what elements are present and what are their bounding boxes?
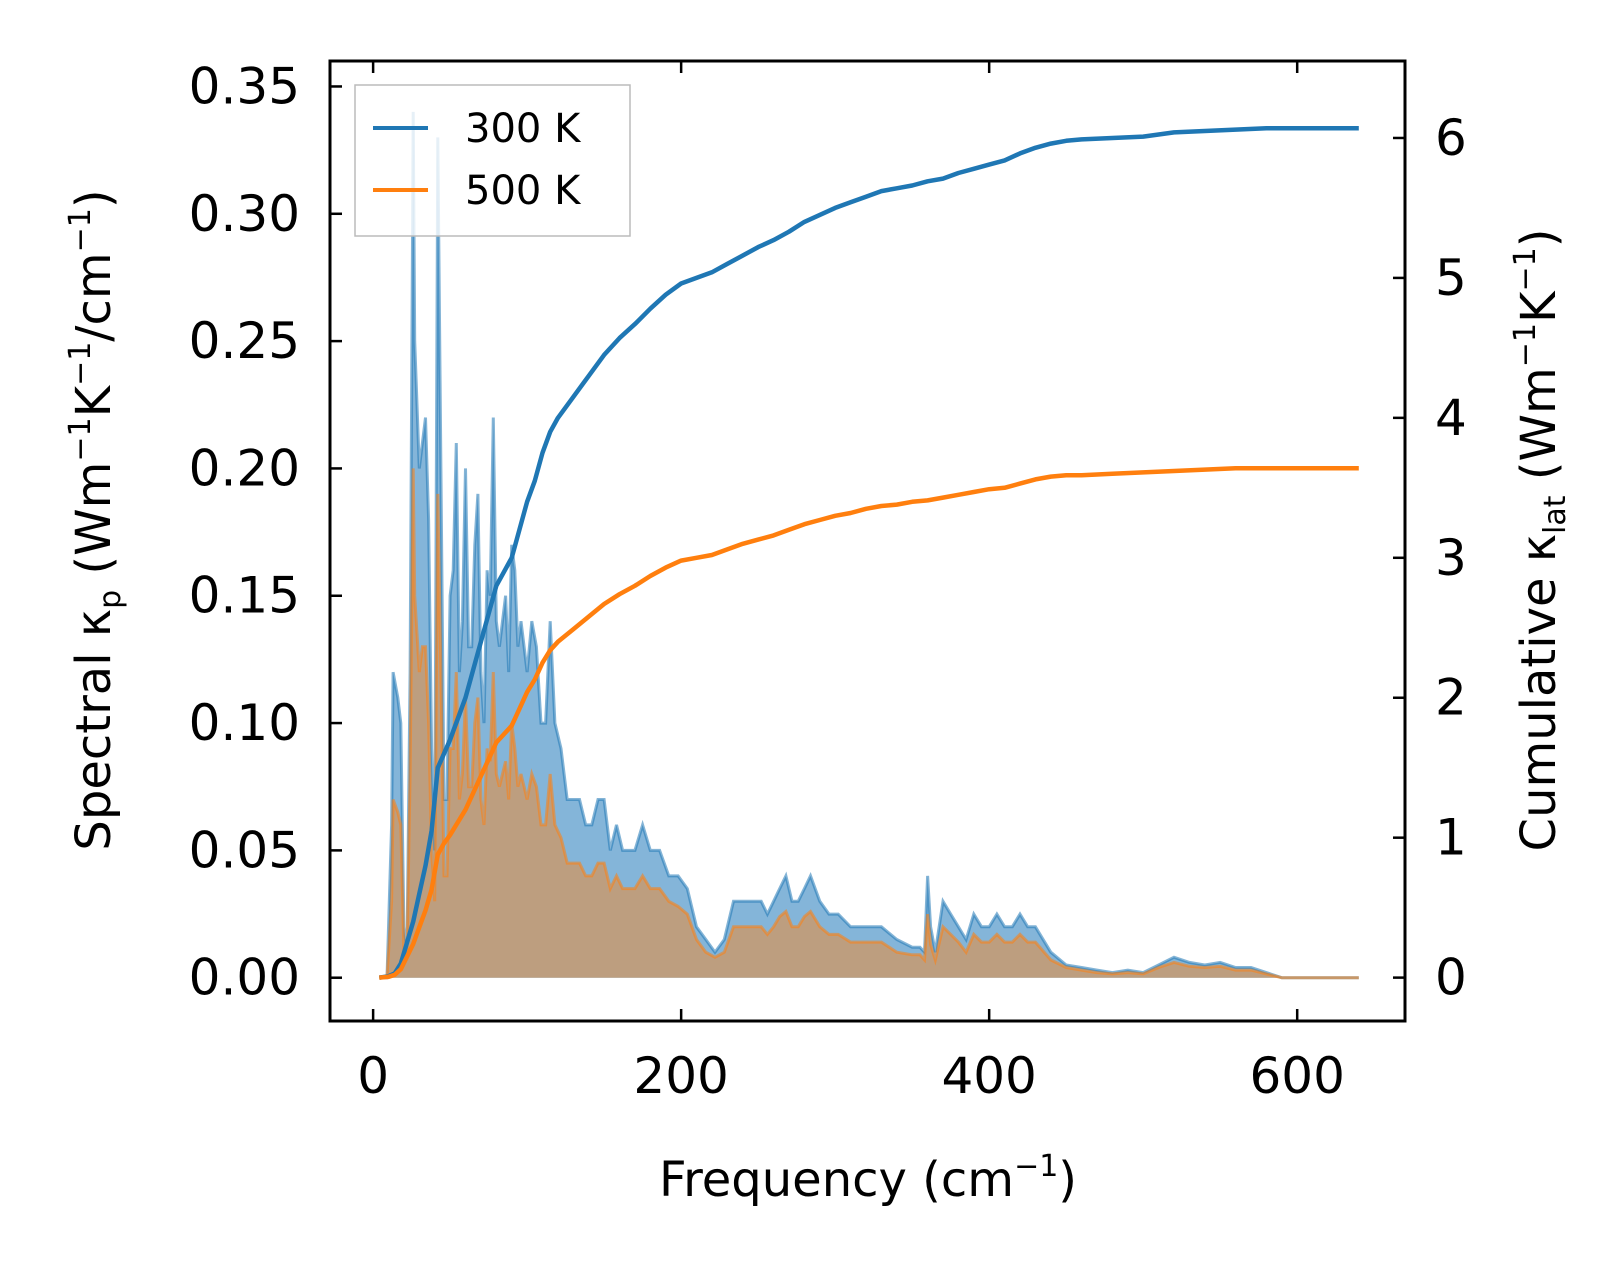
- y-left-tick-label: 0.10: [189, 694, 300, 752]
- x-tick-label: 0: [357, 1047, 389, 1105]
- y-left-tick-label: 0.25: [189, 312, 300, 370]
- y-right-tick-label: 5: [1435, 249, 1467, 307]
- y-left-tick-label: 0.20: [189, 439, 300, 497]
- y-left-tick-label: 0.00: [189, 949, 300, 1007]
- legend: 300 K 500 K: [354, 84, 631, 237]
- spectral-line-300k: [379, 111, 1359, 980]
- cumulative-line-500k: [379, 465, 1359, 980]
- x-tick-label: 200: [633, 1047, 728, 1105]
- y-right-tick-label: 2: [1435, 669, 1467, 727]
- y-left-tick-label: 0.05: [189, 821, 300, 879]
- y-right-tick-label: 1: [1435, 809, 1467, 867]
- y-axis-left-title: Spectral κp (Wm−1K−1/cm−1): [63, 189, 128, 850]
- y-right-tick-label: 3: [1435, 529, 1467, 587]
- cumulative-line-300k: [378, 125, 1359, 980]
- y-left-tick-label: 0.35: [189, 57, 300, 115]
- legend-frame: [354, 84, 631, 237]
- y-left-tick-label: 0.30: [189, 185, 300, 243]
- y-left-tick-label: 0.15: [189, 567, 300, 625]
- y-right-tick-label: 0: [1435, 949, 1467, 1007]
- y-right-tick-label: 6: [1435, 109, 1467, 167]
- legend-label-500k: 500 K: [465, 168, 582, 214]
- x-axis-title: Frequency (cm−1): [659, 1149, 1077, 1208]
- series-lines: [378, 125, 1359, 980]
- axis-ticks: 0 200 400 600 0.00 0.05 0.10 0.15 0.20 0.25 0.30 0.…: [189, 57, 1467, 1105]
- legend-label-300k: 300 K: [465, 106, 582, 152]
- plot-area: [378, 111, 1359, 980]
- y-right-tick-label: 4: [1435, 389, 1467, 447]
- plot-frame: [328, 59, 1407, 1023]
- x-tick-label: 400: [941, 1047, 1036, 1105]
- spectral-line-500k: [379, 468, 1359, 980]
- x-tick-label: 600: [1249, 1047, 1344, 1105]
- spectral-fill-500k: [379, 468, 1359, 978]
- y-axis-right-title: Cumulative κlat (Wm−1K−1): [1508, 229, 1573, 852]
- spectral-fills: [379, 111, 1359, 980]
